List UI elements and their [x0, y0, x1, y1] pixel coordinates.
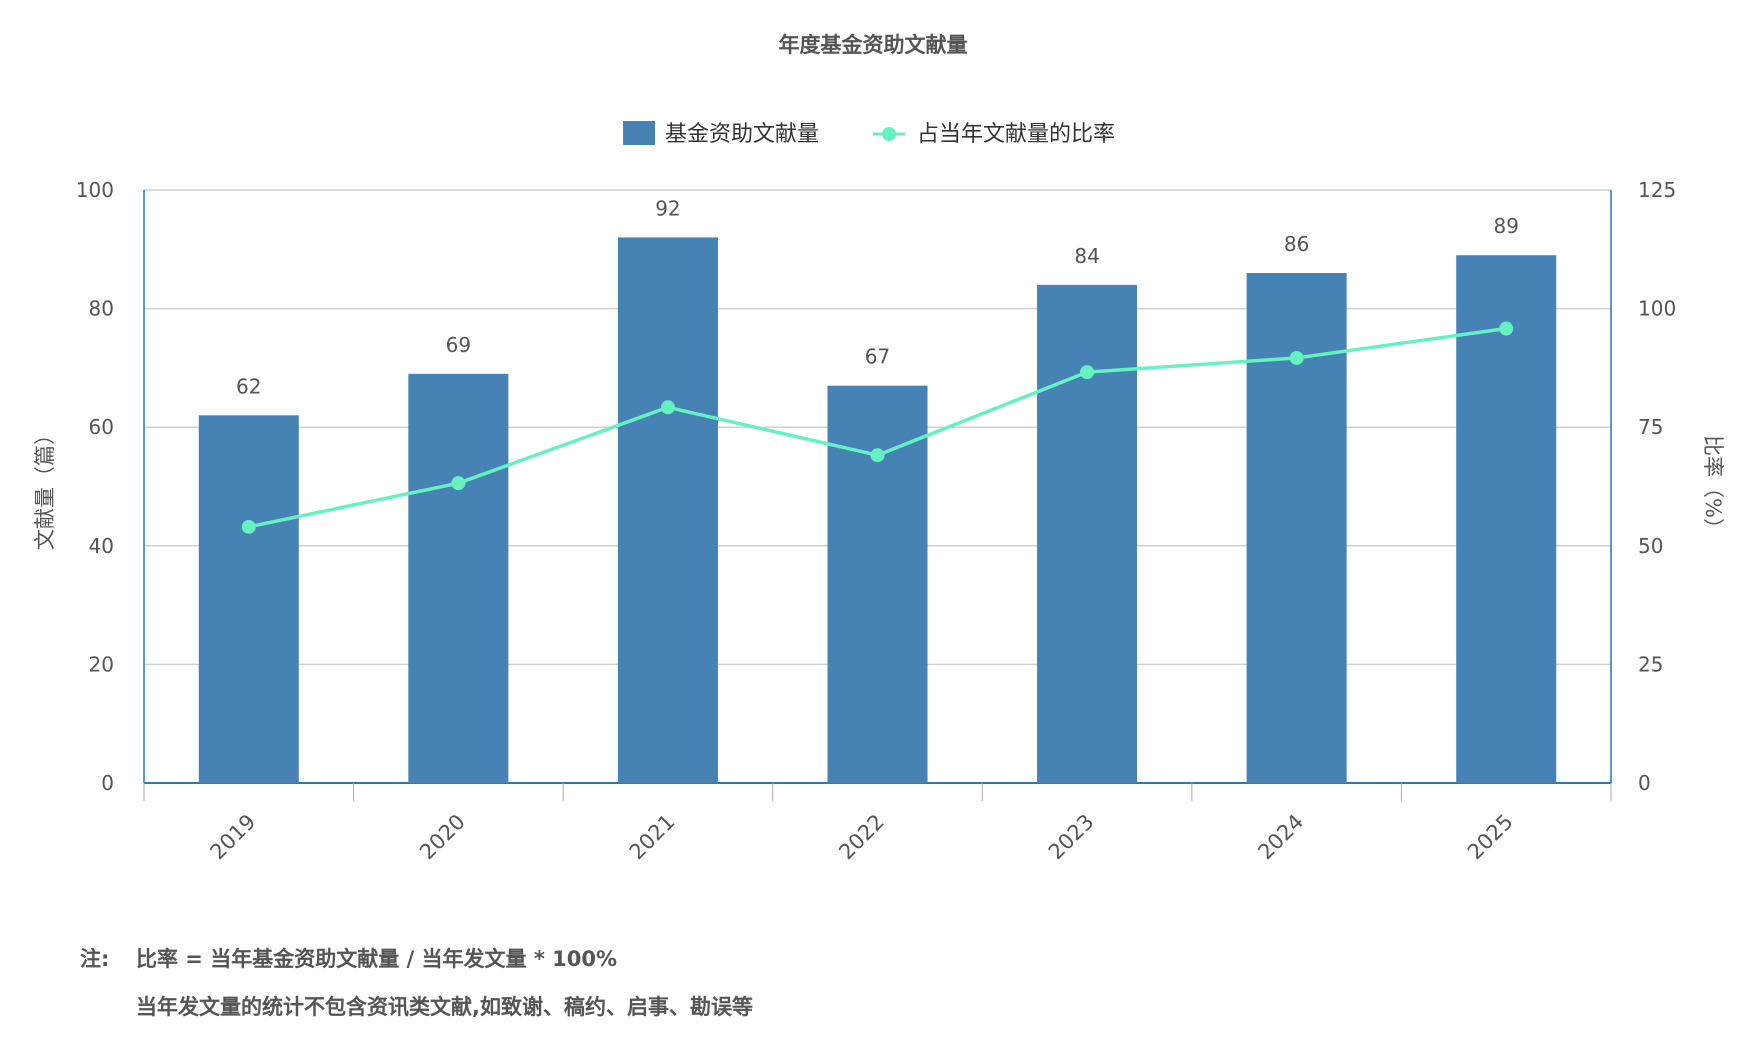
bar-value-label: 86	[1284, 232, 1309, 256]
bar-value-label: 67	[865, 345, 890, 369]
y2-tick-label: 100	[1638, 297, 1676, 321]
ratio-point	[241, 519, 256, 534]
note-line-2: 当年发文量的统计不包含资讯类文献,如致谢、稿约、启事、勘误等	[136, 995, 753, 1019]
y-tick-label: 60	[89, 415, 114, 439]
ratio-point	[1499, 321, 1514, 336]
note-line-1: 比率 = 当年基金资助文献量 / 当年发文量 * 100%	[136, 947, 617, 971]
y2-tick-label: 25	[1638, 652, 1663, 676]
y-tick-label: 80	[89, 297, 114, 321]
bar-value-label: 92	[655, 196, 680, 220]
bar	[617, 237, 718, 783]
x-tick-label: 2022	[834, 810, 889, 865]
x-tick-label: 2023	[1044, 810, 1099, 865]
x-tick-label: 2021	[625, 810, 680, 865]
x-tick-label: 2024	[1253, 810, 1308, 865]
bar-value-label: 62	[236, 374, 261, 398]
ratio-point	[660, 400, 675, 415]
x-tick-label: 2025	[1463, 810, 1518, 865]
x-tick-label: 2020	[415, 810, 470, 865]
chart-title: 年度基金资助文献量	[779, 33, 968, 57]
bar	[198, 415, 299, 783]
y2-tick-label: 125	[1638, 178, 1676, 202]
ratio-point	[1080, 365, 1095, 380]
y-tick-label: 40	[89, 534, 114, 558]
bar-value-label: 89	[1493, 214, 1518, 238]
y2-axis-title: 比率（%）	[1701, 435, 1725, 539]
bar	[1456, 255, 1557, 784]
ratio-point	[451, 476, 466, 491]
note-prefix: 注:	[80, 947, 110, 971]
y-tick-label: 100	[76, 178, 114, 202]
bar	[1037, 284, 1138, 783]
y2-tick-label: 0	[1638, 771, 1651, 795]
bar	[1246, 273, 1347, 783]
legend-line-label: 占当年文献量的比率	[917, 122, 1115, 147]
ratio-point	[870, 448, 885, 463]
y-tick-label: 0	[101, 771, 114, 795]
x-tick-label: 2019	[206, 810, 261, 865]
legend-bar-label: 基金资助文献量	[665, 122, 819, 147]
bar-value-label: 84	[1074, 244, 1099, 268]
bar	[408, 373, 509, 783]
y2-tick-label: 50	[1638, 534, 1663, 558]
ratio-point	[1289, 350, 1304, 365]
y-tick-label: 20	[89, 652, 114, 676]
y2-tick-label: 75	[1638, 415, 1663, 439]
bar	[827, 385, 928, 783]
y-axis-title: 文献量（篇）	[33, 424, 57, 550]
legend-line-marker	[882, 127, 896, 141]
legend-bar-swatch	[623, 121, 655, 145]
bar-value-label: 69	[446, 333, 471, 357]
